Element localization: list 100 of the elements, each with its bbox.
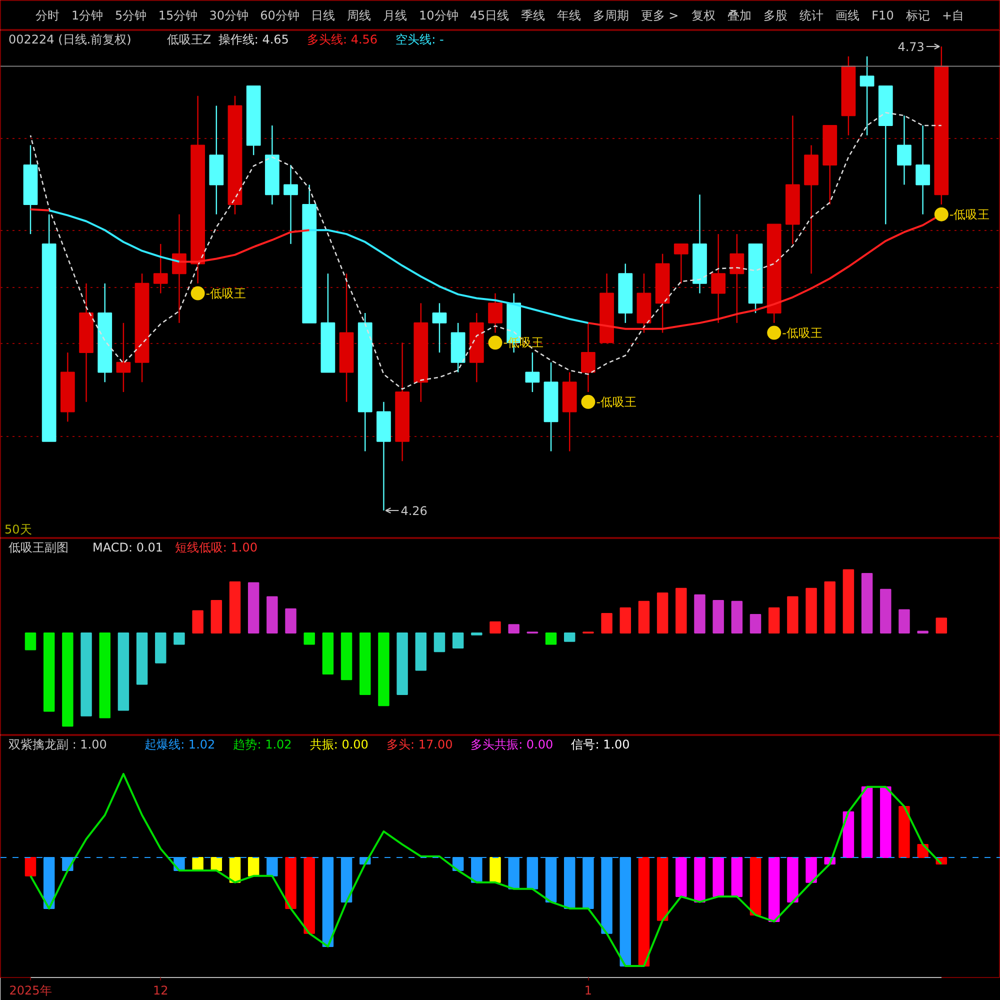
bar [731, 856, 743, 898]
bar [340, 632, 352, 680]
text: 统计 [800, 8, 824, 22]
bar [136, 632, 148, 685]
bar [824, 581, 836, 634]
bar [248, 856, 260, 876]
candlestick [897, 115, 912, 186]
text: 年线 [556, 8, 581, 22]
text: 趋势: 1.02 [233, 737, 292, 752]
bar [564, 632, 576, 642]
bar [80, 632, 92, 716]
bar [712, 856, 724, 898]
x-tick-label: 12 [152, 984, 168, 998]
bar [210, 600, 222, 634]
text: 10分钟 [419, 8, 458, 22]
text: 共振: 0.00 [310, 737, 368, 752]
data-label: -低吸王 [782, 326, 822, 340]
bar [24, 632, 36, 650]
x-tick-label: 1 [584, 984, 592, 998]
point [581, 394, 596, 409]
bar [880, 588, 892, 634]
bar [155, 632, 166, 664]
bar [285, 608, 296, 634]
text: 短线低吸: 1.00 [174, 540, 258, 554]
candlestick [172, 214, 186, 324]
bar [842, 811, 854, 858]
point [767, 326, 782, 340]
bar [99, 632, 110, 718]
point [488, 336, 502, 350]
candlestick [153, 243, 168, 294]
chart-title: 双紫擒龙副 : 1.00 [8, 737, 107, 752]
bar [304, 632, 315, 645]
bar [694, 856, 706, 902]
bar [936, 618, 948, 634]
bar [285, 856, 296, 909]
bar [676, 856, 687, 898]
bar [434, 632, 446, 652]
candlestick [116, 322, 131, 393]
text: 4.26 [400, 504, 428, 518]
data-label: -低吸王 [596, 394, 637, 409]
bar [898, 806, 910, 858]
bar [750, 856, 762, 916]
bar [806, 856, 817, 883]
bar [861, 786, 873, 858]
bar [806, 588, 817, 634]
text: F10 [872, 8, 894, 22]
bar [24, 856, 36, 876]
bar [248, 582, 260, 634]
bar [750, 614, 762, 634]
text: 45日线 [470, 8, 510, 22]
bar [174, 632, 185, 645]
bar [842, 569, 854, 634]
x-axis-title: 50天 [4, 522, 32, 536]
text: 多周期 [592, 8, 629, 22]
point [934, 207, 948, 222]
text: 月线 [383, 8, 408, 22]
text: 操作线: 4.65 [218, 32, 289, 46]
text: 信号: 1.00 [571, 737, 630, 752]
candlestick [525, 352, 540, 393]
bar [378, 632, 390, 706]
bar [508, 624, 520, 634]
text: 4.73 [898, 40, 924, 54]
data-label: -低吸王 [206, 286, 246, 300]
text: 多头共振: 0.00 [470, 737, 554, 752]
text: 分时 [36, 8, 60, 22]
bar [787, 596, 798, 634]
text: 复权 [692, 8, 716, 22]
bar [118, 632, 130, 711]
chart-subtitle: 低吸王Z [166, 32, 212, 46]
text: 多头: 17.00 [386, 737, 453, 752]
candlestick [284, 164, 298, 245]
bar [545, 632, 557, 645]
bar [620, 607, 631, 634]
bar [229, 581, 241, 634]
chart-title: 002224 (日线.前复权) [8, 32, 132, 46]
candlestick [432, 302, 447, 354]
chart-title: 低吸王副图 [8, 540, 68, 554]
text: 多头线: 4.56 [306, 32, 378, 46]
text: MACD: 0.01 [92, 540, 164, 554]
bar [694, 594, 706, 634]
bar [43, 632, 55, 712]
candlestick [711, 233, 726, 324]
text: 多股 [764, 8, 788, 22]
bar [415, 632, 426, 671]
bar [360, 632, 371, 695]
bar [62, 632, 74, 727]
bar [452, 632, 464, 648]
text: 5分钟 [114, 8, 147, 22]
text: 15分钟 [158, 8, 198, 22]
text: 更多 > [640, 8, 679, 22]
text: 周线 [347, 8, 372, 22]
text: 30分钟 [209, 8, 249, 22]
text: 叠加 [728, 8, 752, 22]
bar [304, 856, 315, 934]
bar [656, 592, 668, 634]
bar [490, 621, 501, 634]
bar [731, 600, 743, 634]
bar [638, 856, 650, 966]
bar [880, 786, 892, 858]
x-tick-label: 2025年 [9, 984, 52, 998]
